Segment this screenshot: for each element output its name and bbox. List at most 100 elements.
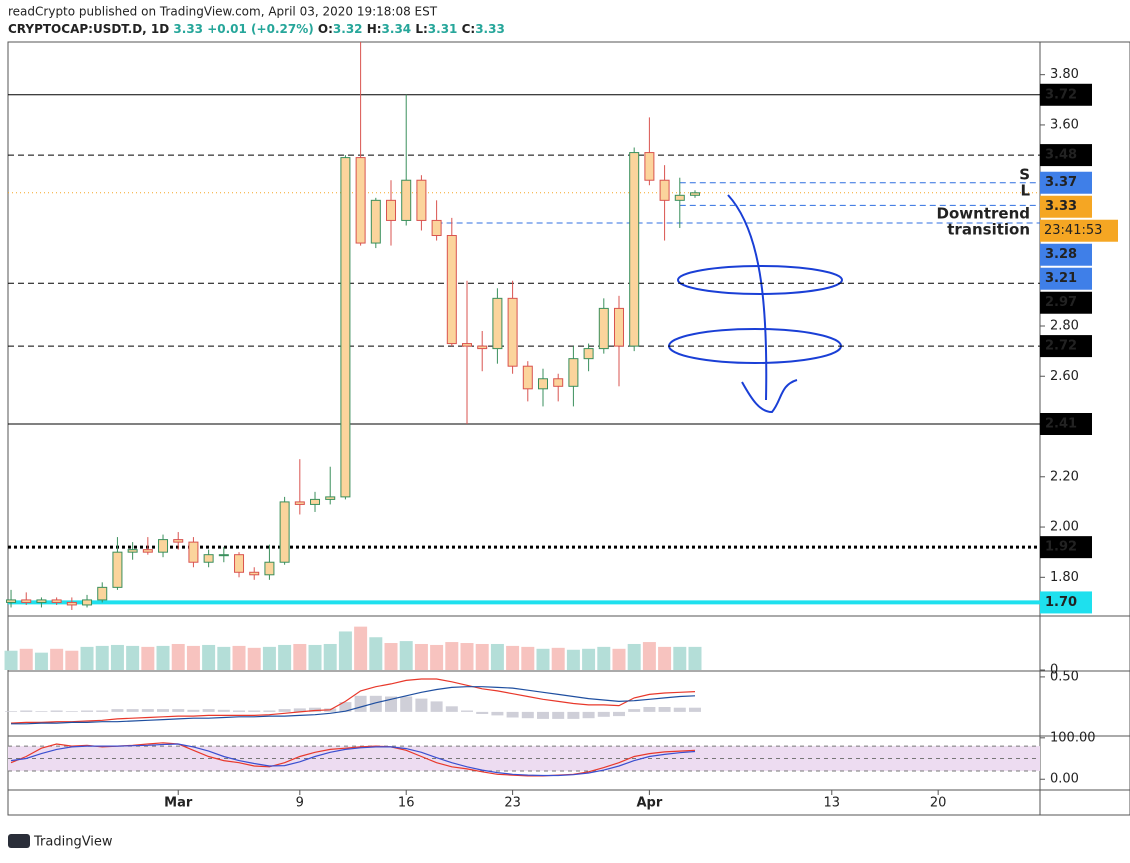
macd-histogram bbox=[248, 710, 261, 712]
y-tick-label: 3.60 bbox=[1050, 117, 1079, 132]
volume-bar bbox=[293, 643, 307, 670]
volume-bar bbox=[521, 646, 535, 670]
volume-bar bbox=[80, 646, 94, 670]
indicator-line bbox=[11, 686, 696, 725]
x-tick-label: 13 bbox=[824, 796, 841, 811]
volume-bar bbox=[582, 648, 596, 670]
y-tick-label: 0 bbox=[1050, 663, 1058, 678]
candle-body bbox=[97, 586, 108, 601]
candle-body bbox=[51, 599, 62, 603]
hand-ellipse bbox=[677, 265, 843, 295]
volume-bar bbox=[506, 645, 520, 670]
volume-bar bbox=[50, 648, 64, 670]
countdown-tag bbox=[1040, 219, 1118, 242]
candle-body bbox=[355, 157, 366, 244]
volume-bar bbox=[19, 648, 33, 670]
macd-histogram bbox=[50, 710, 63, 712]
y-tick-label: 0.00 bbox=[1050, 772, 1079, 787]
y-tick-label: 100.00 bbox=[1050, 730, 1096, 745]
hand-ellipse bbox=[668, 328, 842, 364]
candle-body bbox=[537, 378, 548, 390]
volume-bar bbox=[369, 637, 383, 670]
volume-bar bbox=[445, 642, 459, 670]
macd-histogram bbox=[202, 709, 215, 712]
price-tag bbox=[1040, 291, 1092, 314]
volume-bar bbox=[399, 641, 413, 670]
ohlc-h: H: bbox=[367, 22, 382, 36]
volume-bar bbox=[597, 646, 611, 670]
macd-histogram bbox=[233, 710, 246, 712]
candle-body bbox=[689, 192, 700, 196]
macd-histogram bbox=[643, 707, 656, 712]
price-tag-label: 3.48 bbox=[1045, 148, 1077, 163]
annotation: Downtrend bbox=[937, 205, 1030, 223]
candle-body bbox=[203, 554, 214, 563]
candle-body bbox=[279, 501, 290, 563]
price-tag bbox=[1040, 243, 1092, 266]
macd-histogram bbox=[369, 695, 382, 712]
macd-histogram bbox=[309, 707, 322, 712]
price-tag bbox=[1040, 591, 1092, 614]
y-tick-label: 2.00 bbox=[1050, 520, 1079, 535]
change: +0.01 (+0.27%) bbox=[207, 22, 314, 36]
candle-body bbox=[249, 571, 260, 576]
macd-histogram bbox=[217, 709, 230, 712]
volume-bar bbox=[612, 648, 626, 670]
footer-logo: TradingView bbox=[8, 834, 113, 850]
volume-bar bbox=[460, 643, 474, 670]
volume-bar bbox=[308, 644, 322, 670]
volume-bar bbox=[65, 650, 79, 670]
volume-bar bbox=[658, 646, 672, 670]
x-tick-label: 16 bbox=[398, 796, 415, 811]
macd-histogram bbox=[400, 696, 413, 712]
volume-bar bbox=[4, 650, 18, 670]
macd-histogram bbox=[339, 702, 352, 712]
price-tag-label: 3.21 bbox=[1045, 271, 1077, 286]
candle-body bbox=[613, 307, 624, 347]
macd-histogram bbox=[354, 695, 367, 712]
volume-bar bbox=[186, 645, 200, 670]
macd-histogram bbox=[430, 701, 443, 712]
y-tick-label: 0.50 bbox=[1050, 669, 1079, 684]
volume-bar bbox=[156, 645, 170, 670]
candle-body bbox=[522, 365, 533, 390]
candle-body bbox=[82, 599, 93, 606]
price-tag bbox=[1040, 83, 1092, 106]
volume-bar bbox=[627, 643, 641, 670]
volume-bar bbox=[430, 644, 444, 670]
macd-histogram bbox=[278, 709, 291, 712]
macd-histogram bbox=[491, 711, 504, 716]
y-tick-label: 2.60 bbox=[1050, 369, 1079, 384]
volume-bar bbox=[262, 646, 276, 670]
candle-body bbox=[401, 179, 412, 221]
macd-histogram bbox=[552, 711, 565, 719]
x-tick-label: 23 bbox=[504, 796, 521, 811]
ohlc-o-value: 3.32 bbox=[333, 22, 363, 36]
frame bbox=[7, 41, 1130, 816]
y-tick-label: 2.80 bbox=[1050, 318, 1079, 333]
candle-body bbox=[598, 307, 609, 350]
price-tag-label: 2.72 bbox=[1045, 339, 1077, 354]
price-tag-label: 1.70 bbox=[1045, 595, 1077, 610]
candle-body bbox=[66, 601, 77, 606]
candle-body bbox=[158, 539, 169, 553]
symbol-line: CRYPTOCAP:USDT.D, 1D 3.33 +0.01 (+0.27%)… bbox=[8, 22, 505, 36]
volume-bar bbox=[490, 643, 504, 670]
candle-body bbox=[477, 345, 488, 350]
volume-bar bbox=[202, 644, 216, 670]
candle-body bbox=[492, 297, 503, 350]
candle-body bbox=[36, 599, 47, 603]
volume-bar bbox=[126, 645, 140, 670]
volume-bar bbox=[673, 646, 687, 670]
candle-body bbox=[294, 501, 305, 505]
price-tag-label: 2.97 bbox=[1045, 295, 1077, 310]
macd-histogram bbox=[628, 709, 641, 712]
candle-body bbox=[462, 343, 473, 347]
candle-body bbox=[127, 549, 138, 553]
publisher: readCrypto published on TradingView.com,… bbox=[8, 5, 438, 19]
x-tick-label: 20 bbox=[930, 796, 947, 811]
macd-histogram bbox=[172, 709, 185, 712]
volume-bar bbox=[688, 646, 702, 670]
